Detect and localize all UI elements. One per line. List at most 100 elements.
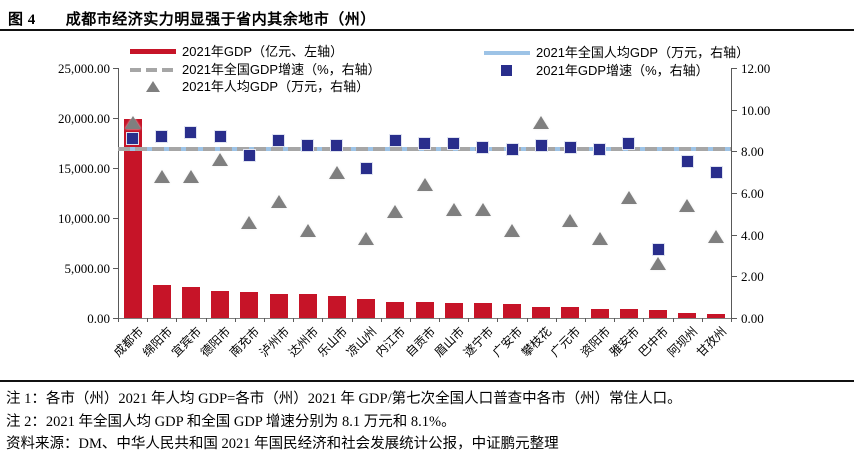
x-axis-tick — [439, 318, 441, 322]
legend-label: 2021年全国人均GDP（万元，右轴） — [536, 45, 750, 60]
per-capita-gdp-marker — [182, 169, 199, 183]
gdp-growth-marker — [419, 137, 430, 149]
gdp-growth-marker — [681, 156, 693, 168]
y-axis-right-label: 2.00 — [741, 269, 764, 285]
gdp-bar — [678, 313, 697, 318]
gdp-growth-marker — [477, 141, 489, 153]
x-axis-tick — [322, 318, 324, 322]
gdp-growth-marker — [214, 131, 226, 143]
note-1: 注 1：各市（州）2021 年人均 GDP=各市（州）2021 年 GDP/第七… — [6, 391, 682, 407]
gdp-bar — [532, 306, 551, 318]
per-capita-gdp-marker — [620, 190, 637, 204]
x-axis-tick — [731, 318, 732, 322]
gdp-growth-marker — [302, 139, 314, 151]
per-capita-gdp-marker — [241, 215, 258, 229]
y-axis-right-tick — [732, 318, 737, 319]
y-axis-right-label: 4.00 — [741, 227, 764, 243]
gdp-growth-marker — [331, 139, 343, 151]
gdp-growth-marker — [243, 150, 255, 161]
x-axis — [117, 318, 732, 319]
y-axis-left-label: 25,000.00 — [58, 61, 110, 76]
gdp-bar — [269, 293, 288, 318]
y-axis-right-tick — [732, 109, 737, 111]
y-axis-right-tick — [732, 276, 737, 278]
y-axis-right-tick — [732, 68, 737, 69]
per-capita-gdp-marker — [270, 194, 287, 208]
x-axis-tick — [701, 318, 703, 322]
gdp-growth-marker — [594, 143, 606, 155]
national-gdp-growth-dashed-line — [118, 147, 731, 152]
figure-title: 图 4 成都市经济实力明显强于省内其余地市（州） — [8, 8, 376, 29]
gdp-bar — [357, 298, 376, 318]
x-axis-tick — [205, 318, 207, 322]
blue-line-icon — [484, 44, 530, 61]
gray-dashed-line-icon — [130, 61, 176, 78]
y-axis-left-tick — [113, 118, 118, 119]
per-capita-gdp-marker — [358, 232, 375, 246]
y-axis-right-label: 0.00 — [741, 311, 764, 326]
x-axis-tick — [234, 318, 236, 322]
y-axis-right-label: 10.00 — [741, 102, 771, 118]
y-axis-right — [731, 68, 732, 318]
gdp-growth-marker — [710, 166, 722, 178]
gray-triangle-icon — [130, 78, 176, 95]
gdp-bar — [181, 286, 200, 318]
per-capita-gdp-marker — [212, 153, 229, 167]
x-axis-tick — [643, 318, 645, 322]
gdp-bar — [649, 310, 668, 318]
gdp-bar — [123, 118, 142, 318]
gdp-bar — [503, 303, 522, 318]
gdp-bar — [473, 303, 492, 318]
y-axis-left-label: 5,000.00 — [64, 261, 111, 276]
x-axis-tick — [118, 318, 119, 322]
gdp-growth-marker — [564, 141, 576, 153]
gdp-growth-marker — [652, 243, 664, 255]
x-axis-tick — [176, 318, 178, 322]
gdp-bar — [619, 308, 638, 318]
y-axis-right-tick — [732, 193, 737, 194]
y-axis-left-label: 10,000.00 — [58, 211, 110, 226]
x-axis-tick — [351, 318, 353, 322]
y-axis-right-label: 8.00 — [741, 144, 764, 160]
per-capita-gdp-marker — [387, 205, 404, 219]
gdp-growth-marker — [185, 127, 197, 139]
x-axis-tick — [409, 318, 411, 322]
gdp-bar — [561, 306, 580, 318]
x-axis-tick — [526, 318, 528, 322]
source-note: 资料来源：DM、中华人民共和国 2021 年国民经济和社会发展统计公报，中证鹏元… — [6, 436, 559, 452]
gdp-growth-marker — [623, 137, 635, 149]
y-axis-right-tick — [732, 234, 737, 236]
gdp-bar — [415, 301, 434, 318]
note-2: 注 2：2021 年全国人均 GDP 和全国 GDP 增速分别为 8.1 万元和… — [6, 414, 456, 430]
y-axis-left-label: 0.00 — [87, 311, 110, 326]
gdp-growth-marker — [389, 135, 401, 147]
gdp-bar — [298, 294, 317, 318]
gdp-growth-marker — [156, 131, 168, 143]
gdp-bar — [211, 291, 230, 318]
per-capita-gdp-marker — [679, 199, 696, 212]
notes-divider — [0, 380, 854, 382]
per-capita-gdp-marker — [153, 169, 170, 183]
gdp-bar — [152, 284, 171, 318]
y-axis-right-tick — [732, 151, 737, 153]
gdp-growth-marker — [273, 135, 285, 147]
x-axis-tick — [263, 318, 265, 322]
y-axis-left-tick — [113, 318, 118, 319]
per-capita-gdp-marker — [533, 115, 550, 129]
per-capita-gdp-marker — [708, 230, 725, 244]
per-capita-gdp-marker — [124, 115, 141, 129]
gdp-growth-marker — [360, 162, 372, 174]
gdp-growth-marker — [535, 139, 547, 151]
x-axis-tick — [468, 318, 470, 322]
red-bar-line-icon — [130, 43, 176, 60]
gdp-bar — [327, 295, 346, 318]
y-axis-left-tick — [113, 68, 118, 69]
per-capita-gdp-marker — [650, 257, 667, 271]
legend-label: 2021年GDP（亿元、左轴） — [182, 44, 344, 59]
gdp-bar — [590, 308, 609, 318]
legend-label: 2021年全国GDP增速（%，右轴） — [182, 62, 381, 77]
per-capita-gdp-marker — [504, 224, 521, 237]
gdp-bar — [240, 291, 259, 318]
figure-title-text: 成都市经济实力明显强于省内其余地市（州） — [65, 12, 376, 28]
